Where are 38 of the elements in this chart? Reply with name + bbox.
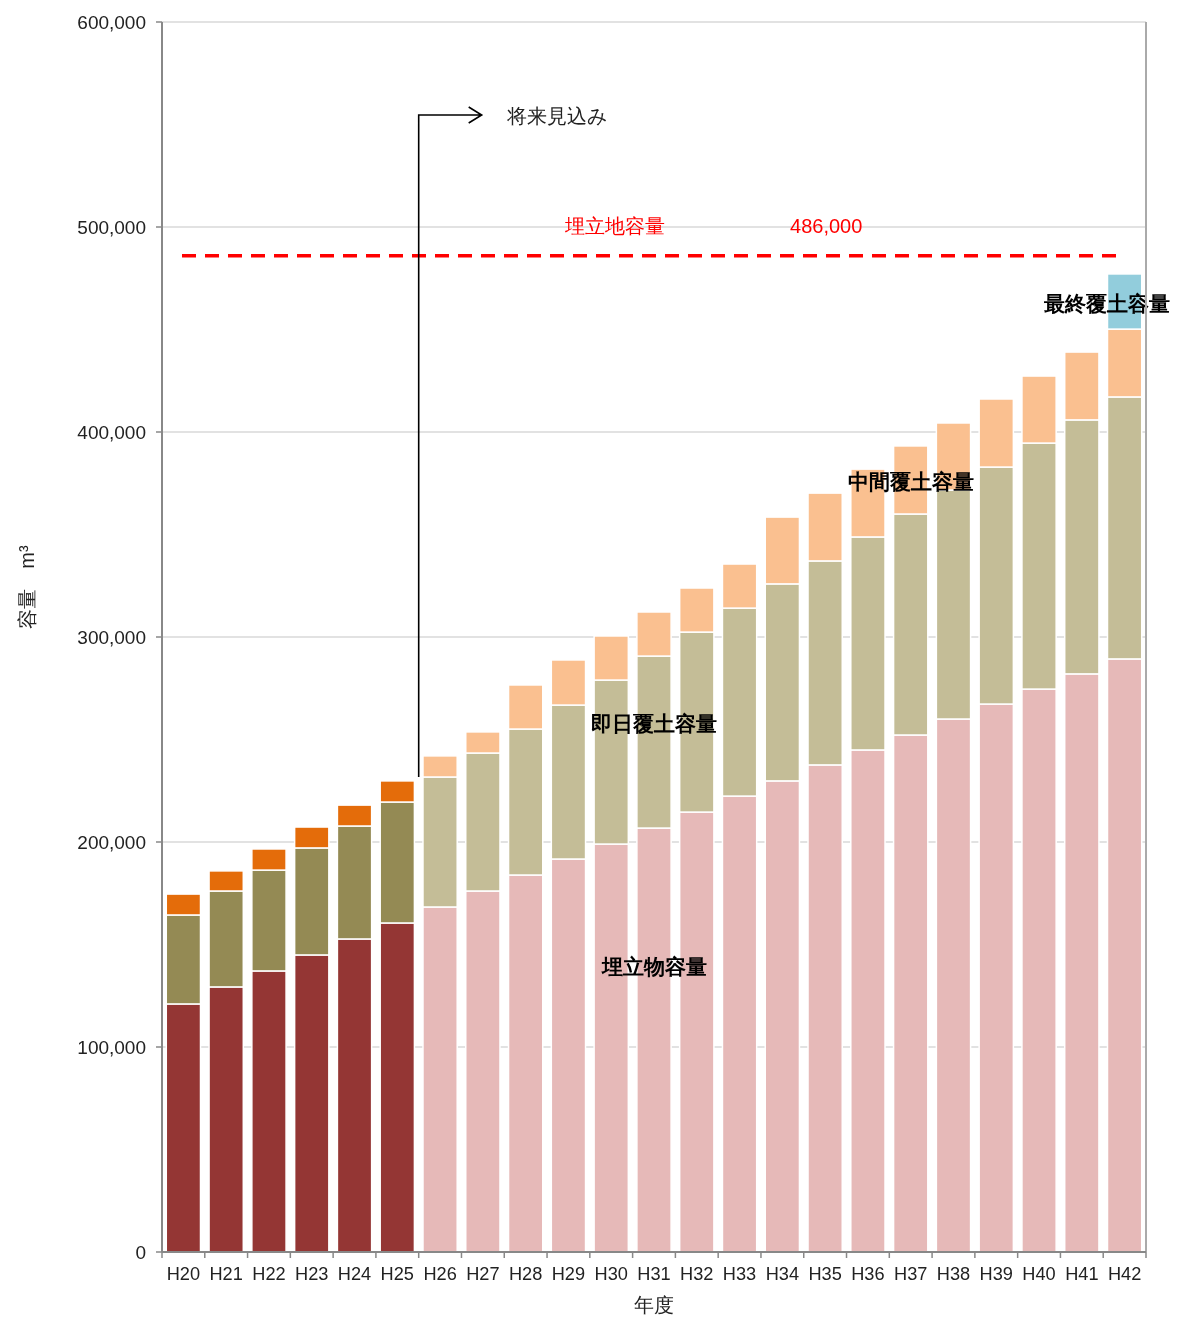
y-axis-title: 容量 m³ bbox=[16, 545, 38, 629]
annotation: 将来見込み bbox=[505, 105, 607, 127]
ref-line-label: 埋立地容量 bbox=[563, 214, 665, 237]
x-tick-label: H26 bbox=[423, 1264, 457, 1284]
x-tick-label: H31 bbox=[637, 1264, 671, 1284]
y-tick-label: 500,000 bbox=[77, 217, 146, 238]
x-tick-label: H35 bbox=[808, 1264, 842, 1284]
x-tick-label: H21 bbox=[209, 1264, 243, 1284]
y-tick-label: 300,000 bbox=[77, 627, 146, 648]
x-tick-label: H29 bbox=[551, 1264, 586, 1284]
x-tick-label: H23 bbox=[295, 1264, 329, 1284]
x-tick-label: H36 bbox=[851, 1264, 885, 1284]
series-label: 埋立物容量 bbox=[600, 954, 707, 978]
x-tick-label: H39 bbox=[979, 1264, 1013, 1284]
x-tick-label: H30 bbox=[594, 1264, 628, 1284]
series-label: 中間覆土容量 bbox=[847, 470, 974, 494]
x-tick-label: H37 bbox=[894, 1264, 928, 1284]
x-tick-label: H40 bbox=[1022, 1264, 1056, 1284]
x-tick-label: H42 bbox=[1107, 1264, 1142, 1284]
y-tick-label: 200,000 bbox=[77, 832, 146, 853]
y-tick-label: 400,000 bbox=[77, 422, 146, 443]
x-tick-label: H32 bbox=[680, 1264, 714, 1284]
x-tick-label: H28 bbox=[508, 1264, 543, 1284]
y-tick-label: 100,000 bbox=[77, 1037, 146, 1058]
y-tick-label: 600,000 bbox=[77, 12, 146, 33]
x-tick-label: H24 bbox=[337, 1264, 372, 1284]
x-tick-label: H41 bbox=[1065, 1264, 1099, 1284]
series-label: 即日覆土容量 bbox=[591, 712, 717, 736]
x-tick-label: H27 bbox=[466, 1264, 500, 1284]
x-tick-label: H20 bbox=[166, 1264, 201, 1284]
x-tick-label: H22 bbox=[252, 1264, 286, 1284]
x-tick-label: H38 bbox=[936, 1264, 971, 1284]
x-tick-label: H34 bbox=[765, 1264, 800, 1284]
x-axis-title: 年度 bbox=[634, 1294, 674, 1316]
y-tick-label: 0 bbox=[135, 1242, 146, 1263]
x-tick-label: H25 bbox=[380, 1264, 414, 1284]
x-tick-label: H33 bbox=[722, 1264, 757, 1284]
annotation: 486,000 bbox=[790, 214, 863, 237]
